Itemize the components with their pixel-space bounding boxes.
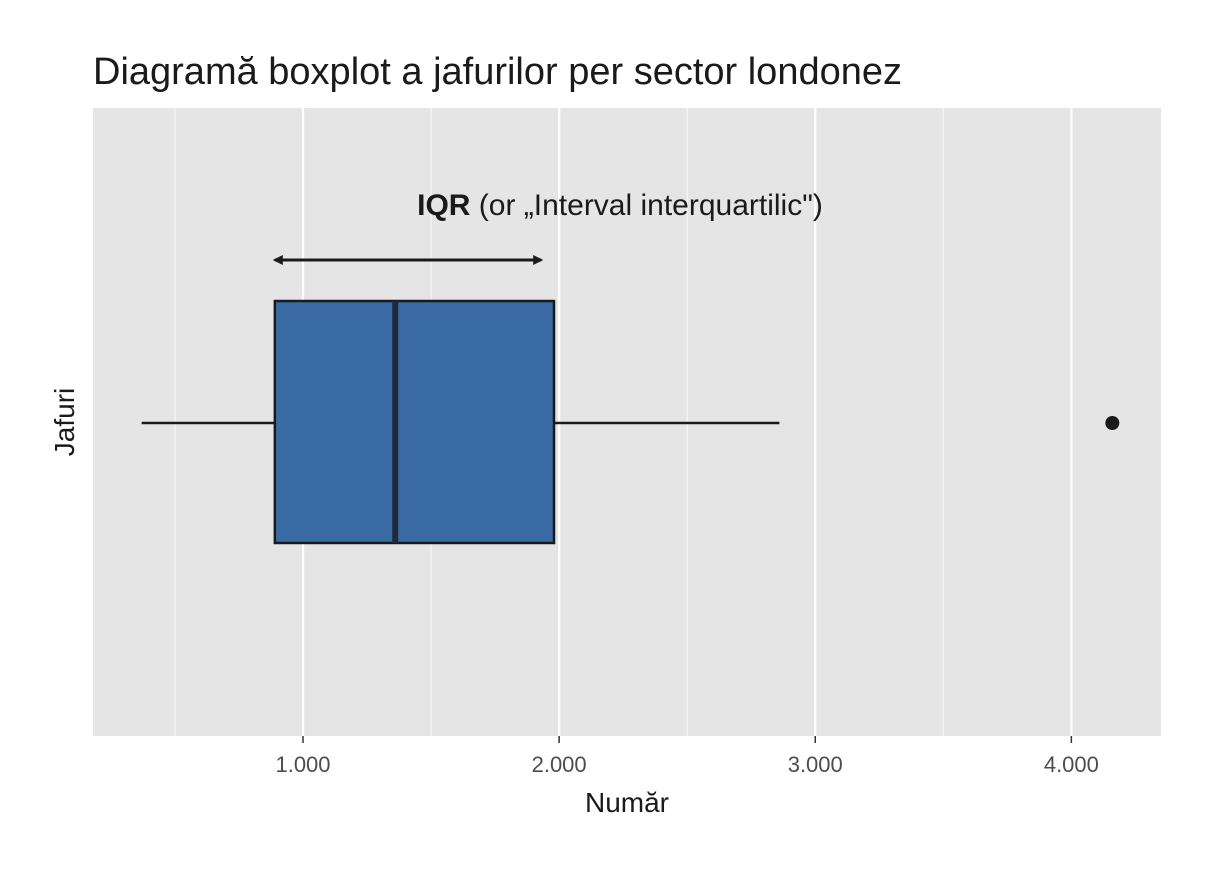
outlier-points [1105,416,1120,430]
iqr-annotation: IQR (or „Interval interquartilic") [272,189,823,265]
outlier-point-0 [1105,416,1120,430]
iqr-bold-label: IQR [417,189,471,222]
x-tick-label-0: 1.000 [275,752,330,777]
x-tick-label-1: 2.000 [532,752,587,777]
y-axis-title: Jafuri [49,388,80,456]
iqr-label-rest: (or „Interval interquartilic") [470,189,822,222]
iqr-annotation-text: IQR (or „Interval interquartilic") [417,189,823,222]
x-axis-ticks: 1.000 2.000 3.000 4.000 [275,736,1099,777]
chart-title: Diagramă boxplot a jafurilor per sector … [93,51,902,93]
x-tick-label-2: 3.000 [788,752,843,777]
x-axis-title: Număr [585,787,669,818]
x-tick-label-3: 4.000 [1044,752,1099,777]
iqr-box [273,299,556,545]
boxplot-series [141,299,1120,545]
